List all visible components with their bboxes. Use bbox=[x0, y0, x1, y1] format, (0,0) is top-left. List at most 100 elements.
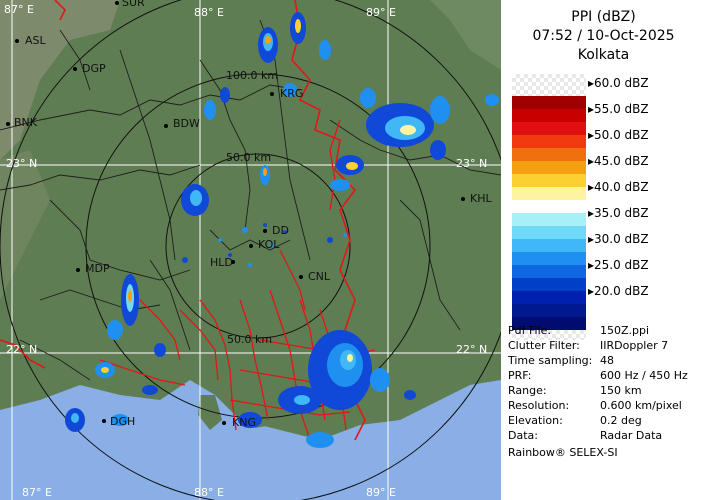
info-value-resolution: 0.600 km/pixel bbox=[600, 399, 682, 412]
lon-label-top-1: 87° E bbox=[4, 3, 34, 16]
city-dot bbox=[76, 268, 80, 272]
city-dot bbox=[15, 39, 19, 43]
city-label-dgh: DGH bbox=[110, 415, 136, 428]
legend-color-band bbox=[512, 252, 586, 265]
lat-label-left-23: 23° N bbox=[6, 157, 38, 170]
product-time-date: 07:52 / 10-Oct-2025 bbox=[532, 28, 675, 44]
info-key-prf: PRF: bbox=[508, 369, 532, 382]
legend-tick-label: ▸40.0 dBZ bbox=[588, 180, 649, 194]
lat-label-left-22: 22° N bbox=[6, 343, 38, 356]
station-name: Kolkata bbox=[577, 47, 630, 63]
legend-tick-label: ▸20.0 dBZ bbox=[588, 284, 649, 298]
city-label-kol: KOL bbox=[258, 238, 280, 251]
legend-color-band bbox=[512, 265, 586, 278]
city-label-khl: KHL bbox=[470, 192, 492, 205]
info-key-range: Range: bbox=[508, 384, 547, 397]
info-key-pdf-file: Pdf File: bbox=[508, 324, 552, 337]
terrain-northeast bbox=[430, 0, 501, 70]
product-title: PPI (dBZ) bbox=[571, 9, 636, 25]
city-label-mdp: MDP bbox=[85, 262, 110, 275]
city-label-bdw: BDW bbox=[173, 117, 200, 130]
legend-underflow-band bbox=[512, 330, 586, 340]
lat-label-right-23: 23° N bbox=[456, 157, 488, 170]
info-key-data: Data: bbox=[508, 429, 538, 442]
city-label-krg: KRG bbox=[280, 87, 304, 100]
info-key-time-sampling: Time sampling: bbox=[508, 354, 593, 367]
info-value-prf: 600 Hz / 450 Hz bbox=[600, 369, 688, 382]
bay-of-bengal bbox=[0, 380, 501, 500]
info-panel: PPI (dBZ) 07:52 / 10-Oct-2025 Kolkata ▸6… bbox=[501, 0, 706, 500]
legend-color-band bbox=[512, 239, 586, 252]
legend-color-band bbox=[512, 304, 586, 317]
legend-color-band bbox=[512, 109, 586, 122]
info-value-time-sampling: 48 bbox=[600, 354, 614, 367]
city-label-cnl: CNL bbox=[308, 270, 331, 283]
city-dot bbox=[164, 124, 168, 128]
radar-map-canvas bbox=[0, 0, 501, 500]
city-dot bbox=[222, 421, 226, 425]
lon-label-top-2: 88° E bbox=[194, 6, 224, 19]
software-credit: Rainbow® SELEX-SI bbox=[508, 446, 618, 459]
legend-color-band bbox=[512, 174, 586, 187]
legend-overflow-band bbox=[512, 74, 586, 96]
info-value-data: Radar Data bbox=[600, 429, 663, 442]
dbz-color-legend: ▸60.0 dBZ ▸55.0 dBZ ▸50.0 dBZ ▸45.0 dBZ ▸40.… bbox=[501, 70, 706, 340]
info-value-pdf-file: 150Z.ppi bbox=[600, 324, 650, 337]
state-border bbox=[0, 339, 46, 369]
info-value-range: 150 km bbox=[600, 384, 642, 397]
legend-tick-label: ▸55.0 dBZ bbox=[588, 102, 649, 116]
lat-lon-grid bbox=[0, 0, 501, 500]
legend-color-band bbox=[512, 226, 586, 239]
legend-tick-label: ▸30.0 dBZ bbox=[588, 232, 649, 246]
legend-color-band bbox=[512, 135, 586, 148]
info-key-clutter-filter: Clutter Filter: bbox=[508, 339, 580, 352]
radar-echoes bbox=[65, 12, 499, 448]
legend-color-band bbox=[512, 161, 586, 174]
city-dot bbox=[263, 229, 267, 233]
border-segment bbox=[54, 0, 66, 21]
terrain-hills bbox=[0, 0, 120, 160]
city-dot bbox=[102, 419, 106, 423]
legend-tick-label: ▸45.0 dBZ bbox=[588, 154, 649, 168]
legend-color-band bbox=[512, 317, 586, 330]
info-key-resolution: Resolution: bbox=[508, 399, 570, 412]
legend-color-band bbox=[512, 200, 586, 213]
lon-label-bottom-2: 88° E bbox=[194, 486, 224, 499]
legend-color-band bbox=[512, 213, 586, 226]
city-label-kng: KNG bbox=[232, 416, 256, 429]
city-dot bbox=[231, 260, 235, 264]
info-key-elevation: Elevation: bbox=[508, 414, 563, 427]
info-value-clutter-filter: IIRDoppler 7 bbox=[600, 339, 669, 352]
city-dot bbox=[461, 197, 465, 201]
city-label-sur: SUR bbox=[122, 0, 145, 9]
radar-map: 87° E 88° E 89° E 87° E 88° E 89° E 23° … bbox=[0, 0, 501, 500]
city-dot bbox=[6, 122, 10, 126]
legend-color-band bbox=[512, 278, 586, 291]
city-label-dgp: DGP bbox=[82, 62, 106, 75]
legend-tick-label: ▸25.0 dBZ bbox=[588, 258, 649, 272]
legend-color-band bbox=[512, 122, 586, 135]
city-dot bbox=[249, 244, 253, 248]
legend-color-band bbox=[512, 291, 586, 304]
range-label-100km: 100.0 km bbox=[226, 69, 279, 82]
city-dot bbox=[73, 67, 77, 71]
legend-tick-label: ▸35.0 dBZ bbox=[588, 206, 649, 220]
city-label-hld: HLD bbox=[210, 256, 233, 269]
lon-label-top-3: 89° E bbox=[366, 6, 396, 19]
legend-color-band bbox=[512, 148, 586, 161]
city-label-bnk: BNK bbox=[14, 116, 37, 129]
range-label-50km-south: 50.0 km bbox=[227, 333, 273, 346]
city-dot bbox=[299, 275, 303, 279]
range-label-50km-north: 50.0 km bbox=[226, 151, 272, 164]
city-label-asl: ASL bbox=[25, 34, 46, 47]
legend-color-band bbox=[512, 96, 586, 109]
info-value-elevation: 0.2 deg bbox=[600, 414, 642, 427]
city-dot bbox=[270, 92, 274, 96]
legend-color-band bbox=[512, 187, 586, 200]
district-boundaries bbox=[0, 19, 501, 381]
lon-label-bottom-3: 89° E bbox=[366, 486, 396, 499]
city-label-dd: DD bbox=[272, 224, 289, 237]
lat-label-right-22: 22° N bbox=[456, 343, 488, 356]
island bbox=[198, 395, 222, 430]
city-dot bbox=[115, 1, 119, 5]
